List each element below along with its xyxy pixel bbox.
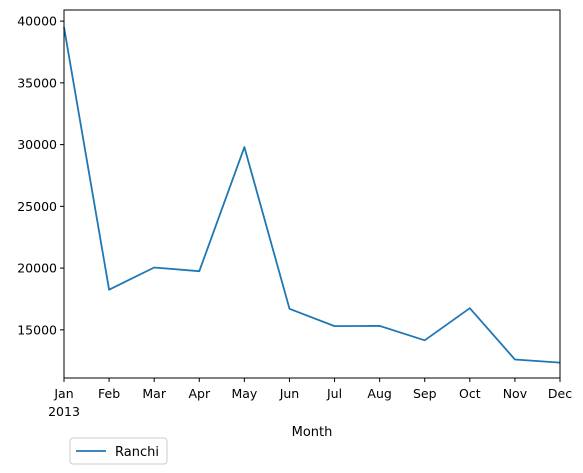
legend-box	[69, 437, 168, 465]
y-tick-label: 40000	[17, 14, 57, 29]
legend-label: Ranchi	[115, 445, 159, 460]
x-tick-label: Oct	[459, 386, 481, 401]
x-tick-label: Dec	[548, 386, 572, 401]
x-axis-secondary-label: 2013	[48, 404, 80, 419]
series-line	[63, 27, 561, 364]
y-tick-label: 25000	[17, 199, 57, 214]
x-axis-title: Month	[292, 425, 333, 440]
axis-ticks: Jan Feb Mar Apr May Jun Jul Aug Sep Oct Nov Dec 1500…	[17, 14, 572, 401]
plot-frame	[63, 9, 561, 379]
x-tick-label: Mar	[142, 386, 166, 401]
y-tick-label: 35000	[17, 75, 57, 90]
x-tick-label: Nov	[503, 386, 528, 401]
series-lines	[63, 27, 561, 364]
x-tick-label: Jul	[326, 386, 342, 401]
x-tick-label: Sep	[413, 386, 437, 401]
x-tick-label: Apr	[188, 386, 210, 401]
legend: Ranchi	[69, 437, 168, 465]
x-tick-label: Aug	[367, 386, 391, 401]
y-tick-label: 15000	[17, 322, 57, 337]
x-tick-label: Feb	[98, 386, 120, 401]
x-tick-label: Jun	[279, 386, 300, 401]
x-tick-label: May	[231, 386, 257, 401]
x-tick-label: Jan	[53, 386, 73, 401]
y-tick-label: 20000	[17, 261, 57, 276]
y-tick-label: 30000	[17, 137, 57, 152]
